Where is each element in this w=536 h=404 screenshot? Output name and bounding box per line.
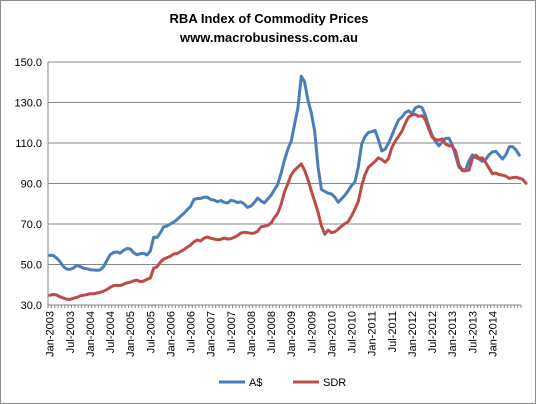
x-tick-label: Jan-2005: [125, 311, 137, 357]
x-tick-label: Jul-2007: [226, 311, 238, 353]
x-tick-label: Jul-2011: [387, 311, 399, 352]
legend-label-sdr: SDR: [323, 377, 346, 389]
y-tick-label: 90.0: [21, 179, 42, 191]
x-tick-label: Jan-2007: [206, 311, 218, 357]
y-tick-label: 30.0: [21, 300, 42, 312]
x-tick-label: Jan-2006: [165, 311, 177, 357]
x-axis-ticks: Jan-2003 Jul-2003 Jan-2004 Jul-2004 Jan-2005…: [45, 305, 522, 357]
series-line-sdr: [48, 112, 528, 301]
x-tick-label: Jan-2008: [246, 311, 258, 357]
x-tick-label: Jul-2005: [145, 311, 157, 353]
chart-title: RBA Index of Commodity Prices: [169, 11, 369, 26]
legend-label-a: A$: [249, 377, 262, 389]
gridlines: [47, 61, 521, 306]
x-tick-label: Jul-2008: [266, 311, 278, 353]
x-tick-label: Jan-2004: [85, 311, 97, 357]
y-tick-label: 150.0: [14, 57, 42, 69]
x-tick-label: Jul-2012: [427, 311, 439, 353]
x-tick-label: Jul-2004: [105, 311, 117, 353]
x-tick-label: Jan-2013: [447, 311, 459, 357]
x-tick-label: Jul-2009: [306, 311, 318, 353]
x-tick-label: Jan-2003: [45, 311, 57, 357]
y-tick-label: 130.0: [14, 98, 42, 110]
series-lines: [48, 74, 528, 301]
x-tick-label: Jul-2013: [467, 311, 479, 353]
series-line-a: [48, 74, 521, 272]
y-tick-label: 70.0: [21, 219, 42, 231]
y-tick-label: 50.0: [21, 260, 42, 272]
x-tick-label: Jul-2003: [65, 311, 77, 353]
chart-subtitle: www.macrobusiness.com.au: [180, 30, 358, 45]
x-tick-label: Jan-2012: [407, 311, 419, 357]
x-tick-label: Jan-2010: [326, 311, 338, 357]
y-tick-label: 110.0: [15, 138, 42, 150]
x-tick-label: Jul-2006: [186, 311, 198, 353]
x-tick-label: Jan-2009: [286, 311, 298, 357]
x-tick-label: Jan-2014: [487, 311, 499, 357]
x-tick-label: Jul-2010: [347, 311, 359, 353]
legend: A$ SDR: [219, 377, 346, 389]
x-tick-label: Jan-2011: [367, 311, 379, 356]
y-axis-ticks: 30.0 50.0 70.0 90.0 110.0 130.0 150.0: [14, 57, 42, 312]
